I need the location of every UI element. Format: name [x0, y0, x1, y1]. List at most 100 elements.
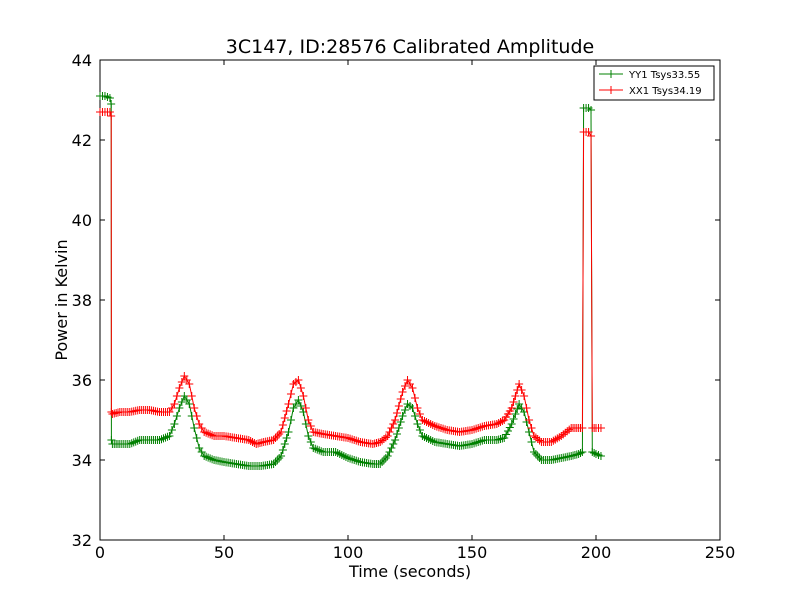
data-point	[202, 452, 211, 461]
data-point	[107, 112, 116, 120]
data-point	[163, 432, 172, 441]
data-point	[284, 428, 293, 436]
data-point	[105, 94, 114, 102]
data-point	[426, 420, 435, 428]
data-point	[161, 433, 170, 442]
data-point	[246, 437, 255, 445]
data-point	[578, 448, 587, 456]
data-point	[474, 424, 483, 432]
data-point	[131, 437, 140, 446]
data-point	[187, 392, 196, 400]
data-point	[574, 450, 583, 458]
data-point	[311, 444, 320, 453]
data-point	[282, 434, 291, 442]
data-point	[346, 434, 355, 443]
chart-title: 3C147, ID:28576 Calibrated Amplitude	[226, 36, 594, 58]
data-point	[394, 402, 403, 410]
data-point	[286, 390, 295, 398]
data-point	[426, 436, 435, 444]
data-point	[304, 432, 313, 440]
data-point	[129, 438, 138, 447]
data-point	[206, 454, 215, 463]
data-point	[511, 410, 520, 418]
data-point	[424, 435, 433, 443]
data-point	[476, 437, 485, 446]
data-point	[522, 404, 531, 412]
data-point	[392, 409, 401, 417]
data-point	[378, 458, 387, 466]
data-point	[294, 396, 303, 404]
data-point	[389, 420, 398, 428]
data-point	[273, 456, 282, 464]
data-point	[284, 400, 293, 408]
data-point	[507, 404, 516, 412]
y-tick-label: 32	[72, 531, 92, 550]
y-tick-label: 38	[72, 291, 92, 310]
data-point	[376, 460, 385, 468]
legend-marker-yy1	[607, 70, 615, 78]
data-point	[415, 410, 424, 418]
data-point	[472, 438, 481, 447]
data-point	[350, 436, 359, 444]
data-point	[474, 438, 483, 446]
data-point	[155, 436, 164, 444]
data-point	[503, 427, 512, 435]
data-point	[509, 415, 518, 423]
data-point	[172, 392, 181, 400]
data-point	[341, 453, 350, 461]
data-point	[428, 437, 437, 445]
data-point	[200, 452, 209, 460]
data-point	[587, 132, 596, 140]
data-point	[387, 444, 396, 452]
data-point	[301, 404, 310, 412]
y-tick-label: 34	[72, 451, 92, 470]
data-point	[420, 417, 429, 425]
data-point	[381, 454, 390, 462]
y-tick-label: 42	[72, 131, 92, 150]
data-point	[348, 455, 357, 464]
data-point	[159, 434, 168, 443]
legend-label-yy1: YY1 Tsys33.55	[628, 70, 700, 81]
data-point	[389, 440, 398, 448]
data-point	[185, 400, 194, 408]
data-point	[590, 449, 599, 457]
data-point	[507, 420, 516, 428]
data-point	[309, 444, 318, 452]
x-axis-label: Time (seconds)	[348, 562, 471, 581]
data-point	[391, 416, 400, 424]
data-point	[470, 425, 479, 434]
series-yy1	[96, 92, 605, 470]
y-tick-label: 44	[72, 51, 92, 70]
data-point	[190, 424, 199, 432]
series-xx1	[96, 108, 605, 448]
data-point	[175, 384, 184, 392]
data-point	[177, 398, 186, 406]
data-point	[299, 392, 308, 400]
data-point	[105, 108, 114, 116]
data-point	[271, 434, 280, 442]
data-point	[317, 447, 326, 456]
y-tick-label: 36	[72, 371, 92, 390]
data-point	[535, 436, 544, 445]
data-point	[576, 449, 585, 457]
data-point	[418, 416, 427, 424]
data-point	[192, 434, 201, 442]
data-point	[520, 392, 529, 400]
data-point	[470, 439, 479, 448]
data-point	[383, 452, 392, 460]
data-point	[535, 454, 544, 462]
data-point	[278, 421, 287, 429]
data-point	[165, 432, 174, 440]
data-point	[125, 440, 134, 448]
data-point	[468, 426, 476, 434]
data-point	[500, 434, 509, 442]
data-point	[185, 380, 194, 388]
data-point	[282, 407, 291, 415]
data-point	[478, 422, 487, 431]
data-point	[170, 420, 179, 428]
data-point	[331, 448, 340, 456]
data-point	[468, 440, 476, 448]
data-point	[107, 100, 116, 108]
data-point	[525, 416, 534, 424]
data-point	[244, 436, 253, 444]
